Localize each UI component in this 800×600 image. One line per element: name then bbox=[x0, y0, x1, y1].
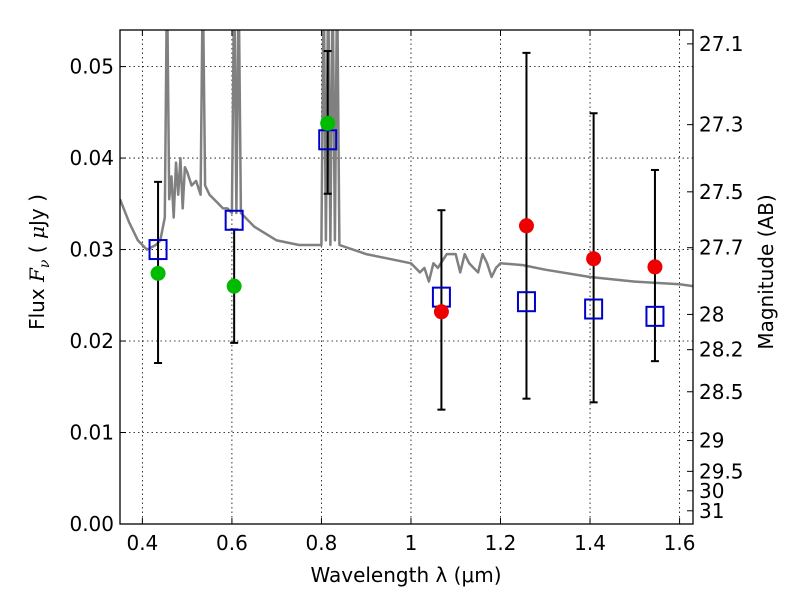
y-axis-title-part: Flux bbox=[25, 282, 49, 330]
y-axis-title: Flux Fν ( μJy ) bbox=[25, 194, 53, 330]
y-tick-label: 0.02 bbox=[69, 329, 114, 353]
y2-tick-label: 28.5 bbox=[699, 380, 744, 404]
y2-tick-label: 30 bbox=[699, 479, 724, 503]
y-tick-label: 0.00 bbox=[69, 512, 114, 536]
x-tick-label: 1.2 bbox=[485, 531, 517, 555]
y-axis-title-part: μ bbox=[25, 226, 49, 239]
y2-tick-label: 29 bbox=[699, 429, 724, 453]
y-tick-label: 0.03 bbox=[69, 238, 114, 262]
x-tick-label: 0.8 bbox=[306, 531, 338, 555]
x-tick-label: 1.4 bbox=[574, 531, 606, 555]
infrared-point bbox=[433, 304, 449, 320]
y-tick-label: 0.05 bbox=[69, 55, 114, 79]
x-tick-label: 0.6 bbox=[216, 531, 248, 555]
y2-tick-label: 27.3 bbox=[699, 113, 744, 137]
x-tick-label: 0.4 bbox=[126, 531, 158, 555]
y-tick-label: 0.04 bbox=[69, 146, 114, 170]
plot-area bbox=[120, 30, 693, 524]
y2-tick-label: 29.5 bbox=[699, 459, 744, 483]
y2-axis-title: Magnitude (AB) bbox=[754, 194, 778, 349]
y2-tick-label: 27.5 bbox=[699, 180, 744, 204]
x-tick-label: 1.6 bbox=[664, 531, 696, 555]
y-axis-title-part: Jy ) bbox=[25, 194, 49, 228]
y-axis-title-text: Flux Fν ( μJy ) bbox=[25, 194, 53, 330]
y2-tick-label: 28 bbox=[699, 302, 724, 326]
model-point bbox=[516, 291, 536, 313]
ticks: 0.4 0.6 0.8 1 1.2 1.4 1.6 0.00 0.01 0.02 0.03 0.04 0… bbox=[69, 30, 744, 555]
y2-tick-label: 27.1 bbox=[699, 32, 744, 56]
optical-point bbox=[226, 278, 242, 294]
y-axis-title-part: F bbox=[25, 267, 49, 283]
infrared-point bbox=[647, 259, 663, 275]
infrared-point bbox=[518, 218, 534, 234]
infrared-point bbox=[586, 251, 602, 267]
model-point bbox=[148, 239, 168, 261]
plot-frame bbox=[119, 29, 694, 525]
model-point bbox=[584, 298, 604, 320]
model-point bbox=[645, 305, 665, 327]
optical-point bbox=[320, 115, 336, 131]
y2-tick-label: 31 bbox=[699, 499, 724, 523]
data-layer bbox=[120, 30, 693, 411]
y-tick-label: 0.01 bbox=[69, 421, 114, 445]
x-tick-label: 1 bbox=[405, 531, 418, 555]
model-point bbox=[224, 209, 244, 231]
x-axis-title: Wavelength λ (μm) bbox=[310, 563, 501, 587]
optical-point bbox=[150, 265, 166, 281]
y2-tick-label: 28.2 bbox=[699, 338, 744, 362]
y2-tick-label: 27.7 bbox=[699, 236, 744, 260]
spectrum-line bbox=[120, 30, 693, 288]
y-axis-title-part: ( bbox=[25, 239, 49, 260]
y-axis-title-part: ν bbox=[37, 259, 53, 268]
